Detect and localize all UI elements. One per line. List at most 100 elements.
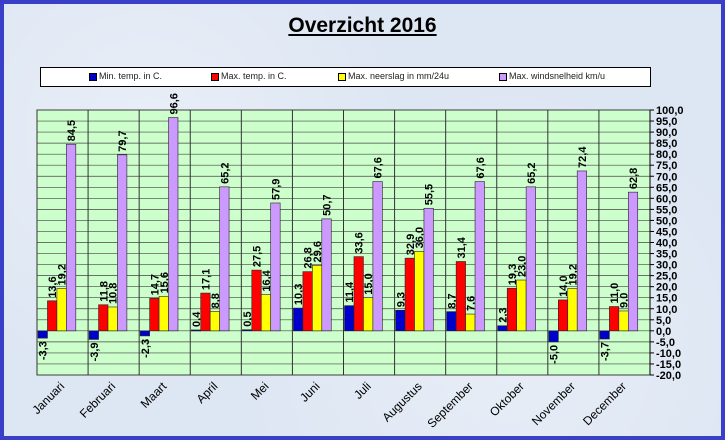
bar (312, 265, 323, 332)
bar (372, 181, 383, 332)
x-tick-label: November (529, 379, 578, 428)
y-tick-label: 65,0 (656, 182, 677, 194)
bar (558, 299, 569, 332)
data-label: 9,0 (619, 293, 631, 308)
legend-label: Max. neerslag in mm/24u (348, 71, 450, 81)
legend-swatch (89, 72, 97, 81)
x-tick-label: Januari (29, 379, 67, 417)
y-tick-label: 45,0 (656, 226, 677, 238)
bar (395, 309, 406, 332)
data-label: 19,2 (567, 264, 579, 285)
y-tick-label: 10,0 (656, 304, 677, 316)
bar (618, 310, 629, 332)
bar (209, 311, 220, 332)
legend-item-max-temp: Max. temp. in C. (211, 71, 287, 81)
data-label: 62,8 (628, 168, 640, 189)
data-label: 79,7 (117, 130, 129, 151)
data-label: 23,0 (516, 256, 528, 277)
data-label: -3,3 (38, 341, 50, 360)
data-label: 0,5 (242, 311, 254, 326)
bar (56, 288, 67, 332)
y-tick-label: 15,0 (656, 293, 677, 305)
data-label: 14,7 (149, 274, 161, 295)
bar (446, 311, 457, 332)
y-tick-label: 25,0 (656, 271, 677, 283)
bar (404, 257, 415, 332)
data-label: 9,3 (395, 292, 407, 307)
data-label: 36,0 (414, 227, 426, 248)
data-label: 33,6 (354, 232, 366, 253)
bar (66, 143, 77, 332)
x-tick-label: Juni (297, 379, 322, 404)
data-label: 72,4 (577, 146, 589, 168)
data-label: 27,5 (252, 246, 264, 267)
y-tick-label: -10,0 (656, 348, 681, 360)
bar (293, 307, 304, 332)
data-label: -3,9 (89, 342, 101, 361)
legend-swatch (338, 72, 346, 81)
bar (302, 271, 313, 332)
data-label: 2,3 (497, 307, 509, 322)
data-label: 8,7 (446, 293, 458, 308)
bar (525, 186, 536, 332)
bar (321, 218, 332, 332)
data-label: -5,0 (549, 345, 561, 364)
bar (599, 330, 610, 340)
y-tick-label: 40,0 (656, 238, 677, 250)
data-label: 50,7 (322, 194, 334, 215)
legend-swatch (211, 72, 219, 81)
bar (260, 294, 272, 332)
bar (98, 304, 109, 332)
x-tick-label: Juli (351, 379, 374, 402)
data-label: 67,6 (373, 157, 385, 178)
y-tick-label: 50,0 (656, 215, 677, 227)
data-label: 14,0 (558, 275, 570, 296)
data-label: 17,1 (200, 269, 212, 290)
y-tick-label: 85,0 (656, 138, 677, 150)
y-tick-label: 35,0 (656, 249, 677, 261)
data-label: 13,6 (47, 276, 59, 297)
data-label: 15,0 (363, 273, 375, 294)
x-tick-label: December (580, 379, 629, 428)
bar (414, 251, 425, 332)
legend-label: Max. temp. in C. (221, 71, 287, 81)
data-label: 11,0 (609, 283, 621, 304)
bar (576, 170, 587, 332)
bar (37, 330, 48, 339)
data-label: 31,4 (456, 236, 468, 258)
data-label: 19,2 (57, 264, 69, 285)
data-label: 65,2 (526, 162, 538, 183)
data-label: 10,3 (293, 284, 305, 305)
bar (117, 154, 128, 332)
data-label: 67,6 (475, 157, 487, 178)
data-label: 8,8 (210, 293, 222, 308)
data-label: 0,4 (191, 311, 203, 327)
bar (465, 313, 476, 332)
data-label: 11,4 (344, 281, 356, 303)
bar (497, 325, 508, 332)
bar (200, 292, 211, 332)
bar (516, 279, 527, 332)
bar (353, 256, 364, 332)
legend-label: Min. temp. in C. (99, 71, 163, 81)
data-label: 26,8 (303, 247, 315, 268)
data-label: 10,8 (108, 283, 120, 304)
bar (158, 296, 169, 332)
legend-item-max-wind: Max. windsnelheid km/u (499, 71, 605, 81)
bar (190, 329, 202, 332)
y-tick-label: 80,0 (656, 149, 677, 161)
bar (548, 330, 559, 343)
x-tick-label: Februari (77, 379, 118, 420)
x-tick-label: Mei (248, 379, 272, 403)
y-tick-label: -20,0 (656, 370, 681, 382)
y-tick-label: 20,0 (656, 282, 677, 294)
legend-label: Max. windsnelheid km/u (509, 71, 606, 81)
data-label: 55,5 (424, 184, 436, 205)
y-tick-label: 0,0 (656, 326, 671, 338)
bar (107, 306, 118, 332)
y-tick-label: -15,0 (656, 359, 681, 371)
bar (423, 207, 434, 332)
x-tick-label: Augustus (380, 379, 425, 424)
data-label: 11,8 (98, 281, 110, 302)
